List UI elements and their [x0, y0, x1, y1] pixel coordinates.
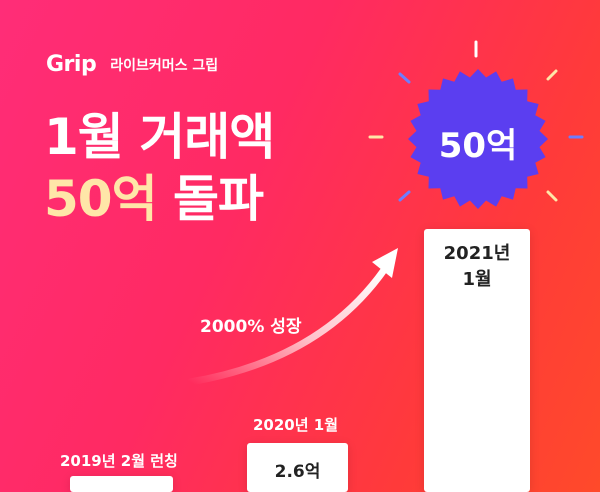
headline-highlight: 50억: [44, 170, 158, 228]
growth-arrow: [186, 266, 388, 386]
bar-label-2021-text: 2021년 1월: [443, 243, 511, 290]
brand-name: 라이브커머스 그립: [110, 57, 219, 74]
bar-2019: [70, 476, 173, 492]
brand-logo: Grip 라이브커머스 그립: [46, 52, 218, 77]
arrow-head-icon: [372, 248, 398, 278]
headline-rest: 돌파: [173, 170, 264, 228]
caption-2020: 2020년 1월: [253, 416, 339, 434]
sparkle-rays: [368, 40, 584, 202]
headline-line1: 1월 거래액: [44, 108, 275, 166]
bar-label-2021: 2021년 1월: [424, 241, 530, 293]
grip-logo: Grip: [46, 52, 97, 77]
headline: 1월 거래액 50억 돌파: [44, 106, 275, 230]
caption-2019: 2019년 2월 런칭: [60, 452, 178, 470]
badge-value: 50억: [438, 126, 518, 166]
badge-starburst: [408, 69, 548, 209]
bar-value-2020: 2.6억: [274, 462, 321, 482]
bar-2021: [424, 229, 530, 492]
bar-2020: [247, 443, 348, 492]
growth-label: 2000% 성장: [200, 317, 302, 337]
